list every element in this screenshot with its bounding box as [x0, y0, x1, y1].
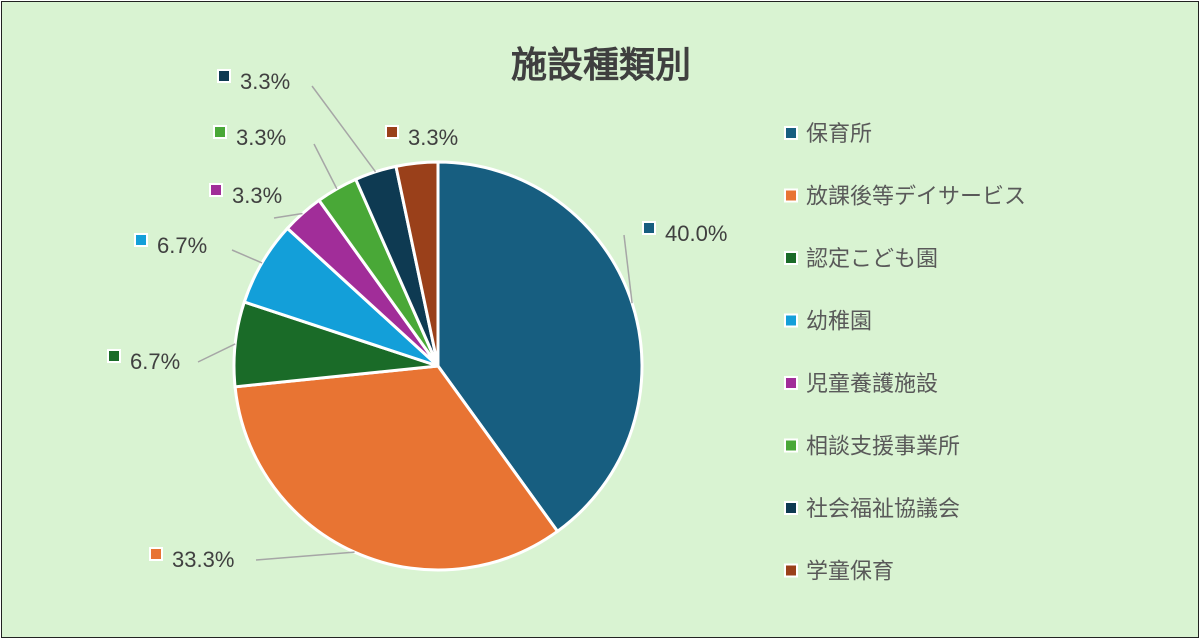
leader-line: [313, 143, 338, 190]
data-label: 3.3%: [240, 69, 290, 94]
data-label: 40.0%: [665, 221, 727, 246]
legend-marker: [784, 126, 798, 140]
legend-label: 児童養護施設: [806, 372, 938, 397]
legend-label: 相談支援事業所: [806, 435, 960, 460]
legend-marker: [784, 313, 798, 328]
legend-marker: [784, 376, 798, 390]
chart-title: 施設種類別: [510, 45, 691, 86]
data-label: 33.3%: [172, 547, 234, 572]
data-labels: 40.0% 33.3% 6.7% 6.7% 3.3% 3.3% 3.3% 3.3%: [107, 69, 727, 572]
legend-label: 学童保育: [806, 560, 894, 585]
legend-marker: [784, 251, 798, 265]
leader-line: [255, 551, 355, 561]
label-marker: [642, 221, 656, 235]
data-label: 6.7%: [157, 233, 207, 258]
label-marker: [209, 183, 223, 197]
label-marker: [107, 349, 121, 363]
label-marker: [149, 547, 163, 561]
legend-label: 幼稚園: [806, 310, 872, 335]
leader-line: [623, 234, 633, 304]
leader-lines: [197, 85, 633, 561]
leader-line: [197, 343, 236, 363]
pie-slice: [394, 160, 440, 367]
label-marker: [213, 125, 227, 139]
label-marker: [385, 125, 399, 139]
legend-label: 認定こども園: [806, 247, 938, 272]
legend-label: 放課後等デイサービス: [806, 185, 1026, 210]
data-label: 3.3%: [408, 125, 458, 150]
legend-marker: [784, 438, 798, 453]
leader-line: [231, 249, 263, 264]
label-marker: [217, 69, 231, 83]
data-label: 3.3%: [232, 183, 282, 208]
pie-slice: [233, 364, 560, 572]
label-marker: [134, 233, 148, 247]
leader-line: [273, 212, 303, 219]
legend-marker: [784, 501, 798, 515]
legend-label: 保育所: [806, 122, 872, 147]
data-label: 3.3%: [236, 125, 286, 150]
data-label: 6.7%: [130, 349, 180, 374]
legend-marker: [784, 188, 798, 203]
pie-slices: [232, 160, 644, 572]
legend: 保育所放課後等デイサービス認定こども園幼稚園児童養護施設相談支援事業所社会福祉協…: [784, 122, 1026, 585]
leader-line: [311, 85, 377, 173]
legend-label: 社会福祉協議会: [806, 497, 960, 522]
legend-marker: [784, 563, 798, 578]
